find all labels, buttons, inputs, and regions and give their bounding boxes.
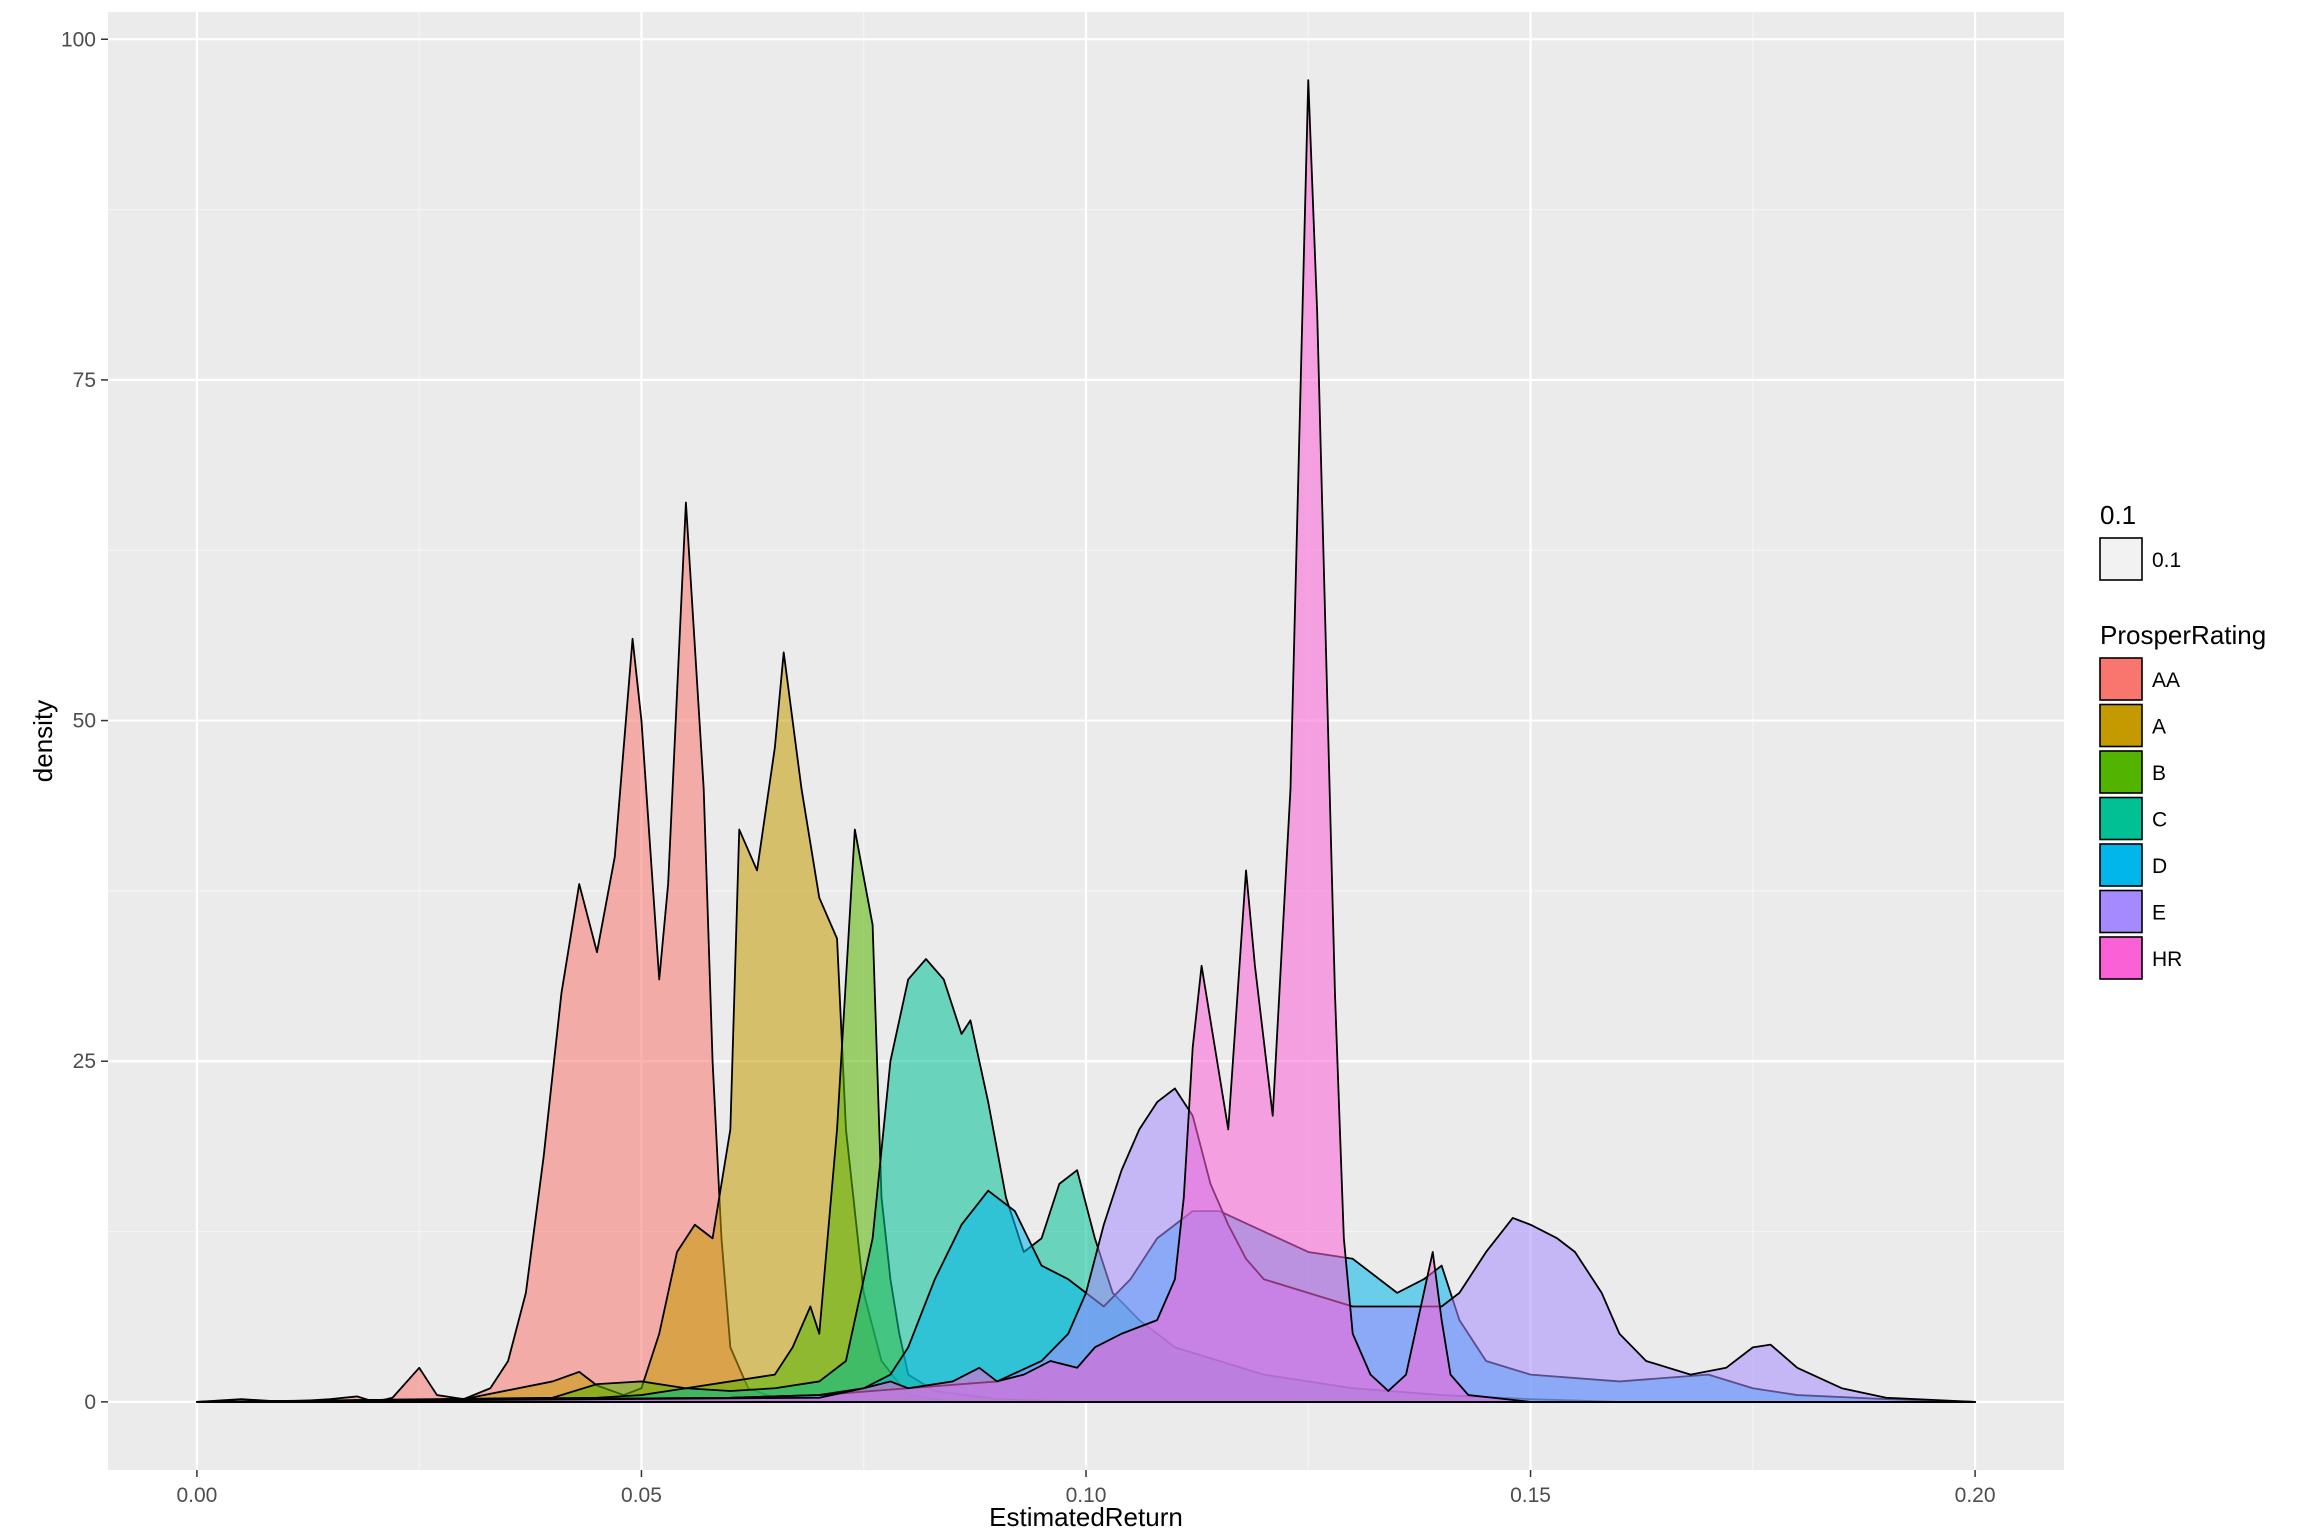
legend-key-b [2099,750,2143,794]
legend-label-d: D [2152,855,2167,878]
legend-key-c [2099,796,2143,841]
legend-alpha-key [2099,537,2143,581]
y-tick-label: 0 [84,1391,96,1414]
legend-key-d [2099,843,2143,887]
legend-key-aa [2099,657,2143,701]
y-axis-title: density [28,700,58,782]
y-axis: 0 25 50 75 100 [61,28,108,1414]
x-tick-label: 0.00 [176,1484,217,1507]
density-areas [196,79,1976,1403]
legend-key-e [2099,889,2143,934]
legend-key-a [2099,703,2143,748]
legend-label-b: B [2152,762,2166,785]
legend-alpha: 0.1 0.1 [2099,500,2181,581]
y-tick-label: 50 [73,710,96,733]
x-tick-label: 0.20 [1955,1484,1996,1507]
density-area-hr [196,79,1976,1403]
y-tick-label: 25 [73,1050,96,1073]
x-tick-label: 0.10 [1066,1484,1107,1507]
legend-rating-title: ProsperRating [2100,620,2266,650]
x-axis: 0.00 0.05 0.10 0.15 0.20 [176,1470,1996,1507]
y-tick-label: 100 [61,28,96,51]
density-area-e [196,1087,1976,1403]
legend-label-c: C [2152,809,2167,832]
legend-label-aa: AA [2152,669,2180,692]
legend-alpha-label: 0.1 [2152,549,2181,572]
legend-label-e: E [2152,902,2166,925]
y-tick-label: 75 [73,369,96,392]
x-axis-title: EstimatedReturn [989,1502,1183,1532]
major-gridlines [108,12,2064,1470]
x-tick-label: 0.15 [1510,1484,1551,1507]
legend-label-a: A [2152,716,2166,739]
legend-key-hr [2099,936,2143,980]
legend-alpha-title: 0.1 [2100,500,2136,530]
legend-label-hr: HR [2152,948,2182,971]
x-tick-label: 0.05 [621,1484,662,1507]
